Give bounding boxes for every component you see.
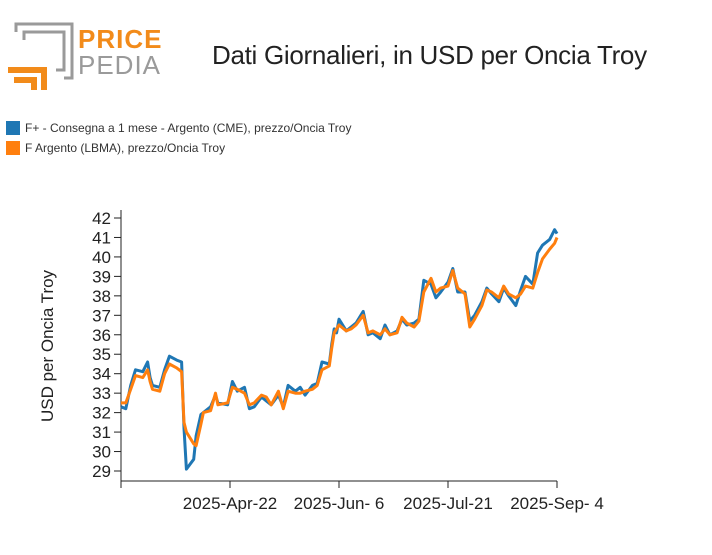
x-tick-label: 2025-Apr-22: [183, 494, 278, 513]
legend: F+ - Consegna a 1 mese - Argento (CME), …: [6, 118, 351, 158]
series-line-lbma: [121, 236, 559, 448]
y-tick-label: 31: [92, 423, 111, 442]
y-tick-label: 34: [92, 365, 111, 384]
legend-label-cme: F+ - Consegna a 1 mese - Argento (CME), …: [25, 121, 352, 135]
y-tick-label: 30: [92, 443, 111, 462]
y-tick-label: 29: [92, 462, 111, 481]
legend-swatch-lbma: [6, 141, 20, 155]
pricepedia-logo: PRICE PEDIA: [8, 22, 168, 92]
x-tick-label: 2025-Sep- 4: [510, 494, 604, 513]
y-tick-label: 39: [92, 267, 111, 286]
y-tick-label: 36: [92, 326, 111, 345]
legend-swatch-cme: [6, 121, 20, 135]
y-tick-label: 42: [92, 209, 111, 228]
y-tick-label: 41: [92, 228, 111, 247]
plot-lines: [120, 228, 559, 471]
y-tick-label: 35: [92, 345, 111, 364]
y-axis-label: USD per Oncia Troy: [38, 269, 57, 422]
legend-label-lbma: F Argento (LBMA), prezzo/Oncia Troy: [25, 141, 226, 155]
y-tick-label: 32: [92, 404, 111, 423]
logo-mark: [8, 22, 74, 90]
x-tick-label: 2025-Jul-21: [403, 494, 493, 513]
chart-title: Dati Giornalieri, in USD per Oncia Troy: [212, 40, 647, 70]
legend-item-cme: F+ - Consegna a 1 mese - Argento (CME), …: [6, 118, 351, 138]
logo-word-price: PRICE: [78, 24, 163, 54]
logo-word-pedia: PEDIA: [78, 50, 162, 80]
y-tick-label: 33: [92, 384, 111, 403]
x-tick-label: 2025-Jun- 6: [294, 494, 385, 513]
legend-item-lbma: F Argento (LBMA), prezzo/Oncia Troy: [6, 138, 351, 158]
y-tick-label: 37: [92, 306, 111, 325]
y-tick-label: 38: [92, 287, 111, 306]
y-tick-label: 40: [92, 248, 111, 267]
